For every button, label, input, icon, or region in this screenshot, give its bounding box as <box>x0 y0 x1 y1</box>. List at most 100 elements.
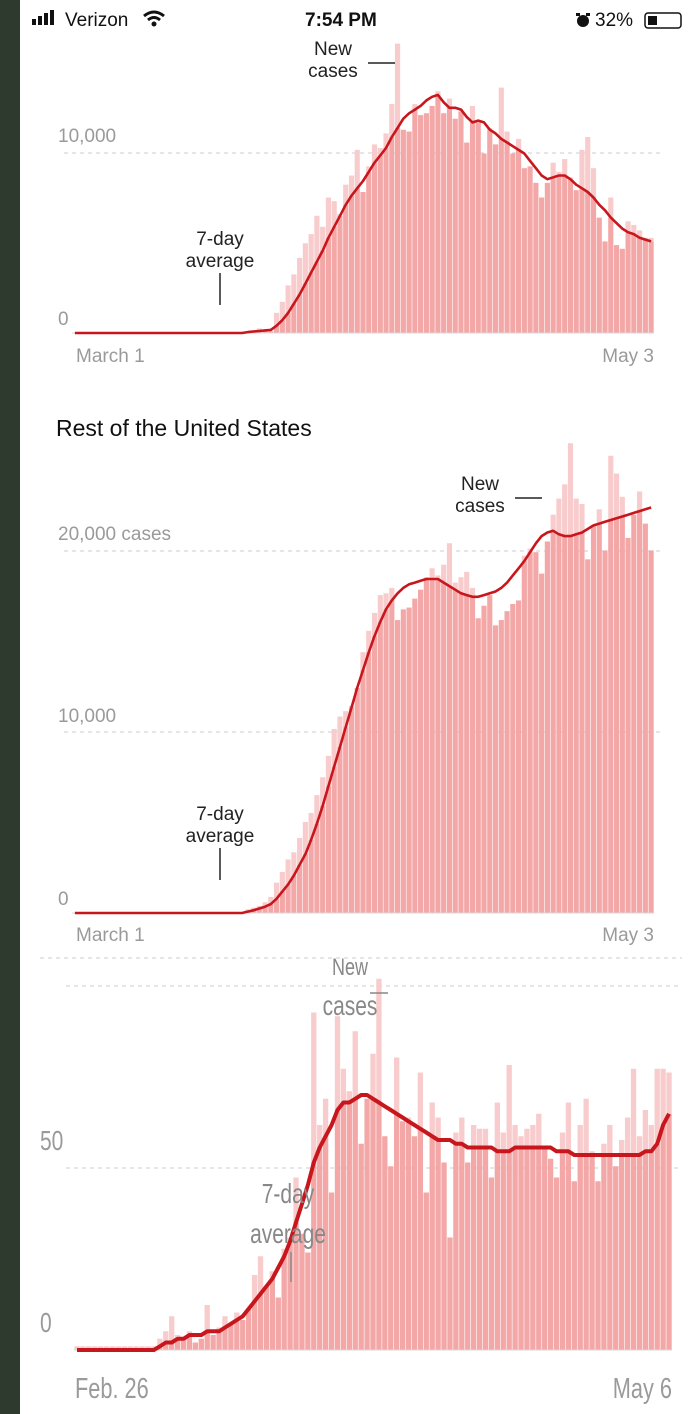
chart-2-bar <box>550 530 556 913</box>
chart-2-average-annotation: 7-day <box>196 804 244 825</box>
chart-1-bar <box>360 191 366 333</box>
chart-3-bar-excess <box>654 1068 660 1144</box>
chart-3-bar-excess <box>636 1136 643 1155</box>
chart-1-bar <box>371 162 378 333</box>
chart-1-bar <box>302 283 308 333</box>
chart-1-bar <box>291 303 297 333</box>
chart-2-bar-excess <box>279 871 285 892</box>
chart-1-bar <box>268 331 274 333</box>
chart-2-bar-excess <box>325 755 332 787</box>
chart-2-bar-excess <box>268 896 274 905</box>
chart-3-bar <box>577 1155 583 1350</box>
chart-1-bar <box>279 320 285 333</box>
chart-3-bar-excess <box>169 1316 175 1343</box>
chart-2-bar <box>469 596 476 913</box>
chart-3-bar <box>234 1320 240 1350</box>
chart-2-bar <box>291 875 297 913</box>
phone-screen: Verizon 7:54 PM 32% Rest of the United S… <box>20 0 689 1414</box>
chart-2-bar-excess <box>441 564 447 583</box>
chart-2-bar-excess <box>446 543 453 587</box>
chart-2-new-cases-annotation: cases <box>455 496 505 517</box>
chart-3-bar-excess <box>317 1125 323 1148</box>
chart-2-bar-excess <box>377 595 383 622</box>
chart-3-bar <box>328 1192 335 1350</box>
chart-3-bar <box>334 1110 341 1350</box>
chart-3-bar-excess <box>619 1140 625 1155</box>
chart-2-bar <box>337 746 343 913</box>
chart-2-bar <box>418 589 424 913</box>
chart-2-bar <box>602 550 608 913</box>
chart-3-bar-excess <box>370 1053 376 1099</box>
chart-3-bar <box>275 1297 281 1350</box>
chart-3-bar <box>494 1151 500 1350</box>
chart-2-bar <box>596 523 602 913</box>
chart-2-bar-excess <box>458 577 464 594</box>
chart-3-bar-excess <box>500 1132 506 1152</box>
chart-1-bar <box>285 312 291 333</box>
chart-3-y-tick-label: 50 <box>40 1126 63 1157</box>
chart-2-title: Rest of the United States <box>56 415 312 441</box>
chart-1-bar <box>394 127 401 334</box>
chart-1-bar <box>383 148 389 333</box>
chart-2-bar-excess <box>608 455 614 521</box>
chart-1-bar <box>556 175 562 333</box>
chart-3-bar <box>299 1233 305 1350</box>
chart-1-bar <box>452 118 458 334</box>
chart-3-bar <box>565 1151 572 1350</box>
chart-3-bar <box>624 1155 631 1350</box>
chart-2-bar <box>590 525 597 913</box>
chart-2-bar <box>585 559 591 913</box>
chart-2-bar <box>314 823 320 913</box>
chart-3-bar <box>169 1342 175 1350</box>
chart-3-bar <box>619 1155 625 1350</box>
chart-2-bar <box>435 578 441 913</box>
chart-1-bar <box>487 129 493 333</box>
chart-3-bar-excess <box>476 1128 483 1148</box>
chart-2-bar <box>389 600 395 913</box>
chart-2-bar <box>371 636 378 913</box>
chart-1-bar <box>354 188 360 333</box>
chart-2-bar <box>637 511 643 913</box>
chart-2-bar <box>394 620 401 913</box>
chart-3-bar-excess <box>163 1331 169 1343</box>
chart-1-bar <box>475 122 481 333</box>
chart-3-bar <box>204 1331 210 1350</box>
chart-2-bar <box>262 906 268 913</box>
chart-3-bar <box>180 1338 187 1350</box>
chart-3-bar-excess <box>311 1012 317 1163</box>
chart-3-bar <box>429 1136 435 1350</box>
chart-3-new-cases-annotation: New <box>332 955 369 981</box>
chart-3-bar <box>269 1278 276 1350</box>
chart-1-new-cases-annotation: cases <box>308 61 358 82</box>
chart-1-bar <box>562 175 568 333</box>
chart-1-bar <box>331 226 337 333</box>
chart-2-bar-excess <box>262 902 268 907</box>
chart-1-bar <box>337 215 343 333</box>
chart-3-bar <box>198 1338 204 1350</box>
chart-3-bar <box>174 1338 181 1350</box>
chart-2-bar <box>458 593 464 913</box>
chart-2-bar <box>579 532 585 913</box>
alarm-icon <box>575 12 591 34</box>
chart-3-bar <box>370 1098 376 1350</box>
chart-1-bar <box>608 217 614 333</box>
chart-1-x-tick-label: March 1 <box>76 346 145 367</box>
chart-3-bar-excess <box>251 1275 258 1302</box>
chart-2-bar-excess <box>469 587 476 597</box>
chart-3-bar <box>660 1125 666 1350</box>
chart-3-bar <box>542 1147 548 1350</box>
chart-2-bar-excess <box>314 795 320 824</box>
chart-3-bar-excess <box>417 1072 424 1129</box>
chart-3-bar-excess <box>340 1068 347 1103</box>
chart-1-average-line <box>74 93 652 335</box>
chart-2-bar-excess <box>567 443 574 537</box>
chart-2-bar <box>521 561 527 913</box>
chart-3-bar <box>482 1147 489 1350</box>
chart-2-bar <box>567 536 574 913</box>
chart-3-bar-excess <box>334 1016 341 1110</box>
chart-2-bar <box>533 552 539 913</box>
chart-3-bar-excess <box>435 1117 441 1140</box>
chart-1-bar-excess <box>297 257 303 295</box>
chart-3-bar-excess <box>530 1125 536 1148</box>
chart-3-bar <box>317 1147 323 1350</box>
